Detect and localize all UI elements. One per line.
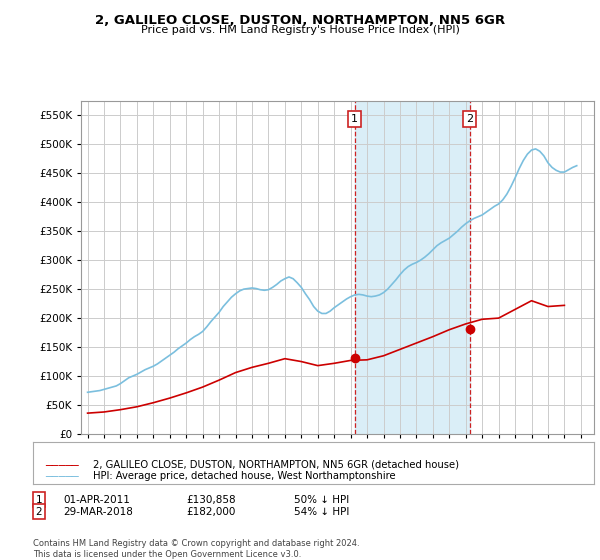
Text: HPI: Average price, detached house, West Northamptonshire: HPI: Average price, detached house, West… <box>93 471 395 481</box>
Text: 2: 2 <box>466 114 473 124</box>
Text: £182,000: £182,000 <box>186 507 235 517</box>
Text: £130,858: £130,858 <box>186 494 236 505</box>
Text: 1: 1 <box>351 114 358 124</box>
Bar <box>355 101 470 434</box>
Text: 1: 1 <box>35 494 43 505</box>
Text: Contains HM Land Registry data © Crown copyright and database right 2024.
This d: Contains HM Land Registry data © Crown c… <box>33 539 359 559</box>
Text: ─────: ───── <box>45 471 79 481</box>
Text: 54% ↓ HPI: 54% ↓ HPI <box>294 507 349 517</box>
Text: ─────: ───── <box>45 460 79 470</box>
Text: Price paid vs. HM Land Registry's House Price Index (HPI): Price paid vs. HM Land Registry's House … <box>140 25 460 35</box>
Text: 2, GALILEO CLOSE, DUSTON, NORTHAMPTON, NN5 6GR (detached house): 2, GALILEO CLOSE, DUSTON, NORTHAMPTON, N… <box>93 460 459 470</box>
Text: 50% ↓ HPI: 50% ↓ HPI <box>294 494 349 505</box>
Text: 2: 2 <box>35 507 43 517</box>
Text: 29-MAR-2018: 29-MAR-2018 <box>63 507 133 517</box>
Text: 01-APR-2011: 01-APR-2011 <box>63 494 130 505</box>
Text: 2, GALILEO CLOSE, DUSTON, NORTHAMPTON, NN5 6GR: 2, GALILEO CLOSE, DUSTON, NORTHAMPTON, N… <box>95 14 505 27</box>
